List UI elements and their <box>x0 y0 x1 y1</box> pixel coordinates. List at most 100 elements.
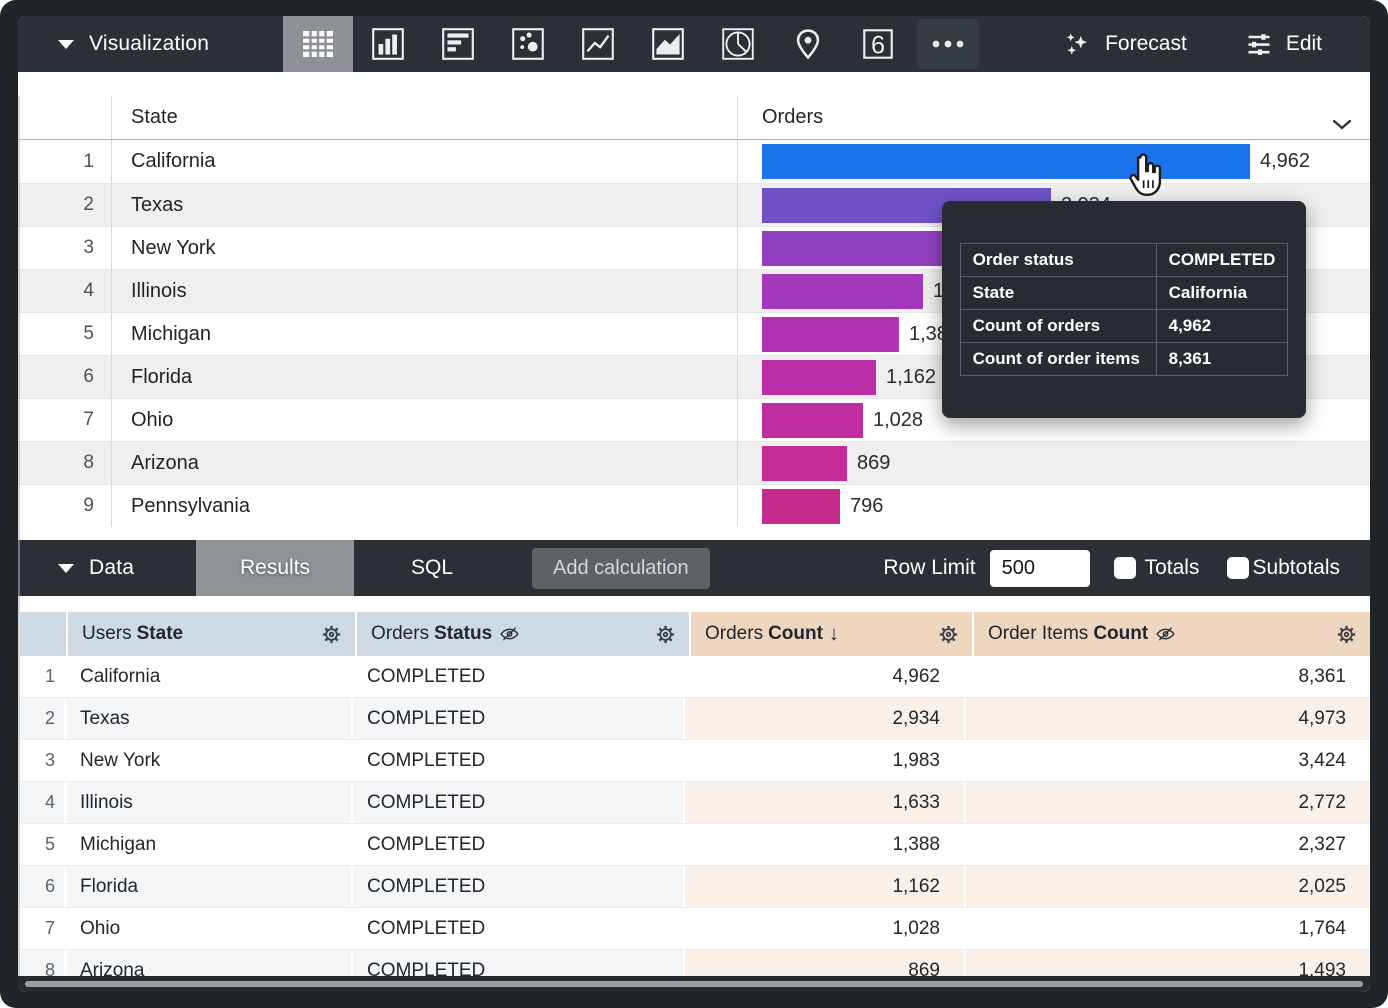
edit-label: Edit <box>1285 32 1322 55</box>
status-cell[interactable]: COMPLETED <box>353 740 685 781</box>
status-cell[interactable]: COMPLETED <box>353 698 685 739</box>
state-cell[interactable]: Illinois <box>66 782 353 823</box>
header-orders-status[interactable]: Orders Status <box>357 612 689 656</box>
bar-value-label: 4,962 <box>1260 150 1311 172</box>
vis-type-table-button[interactable] <box>283 16 353 72</box>
orders-count-cell[interactable]: 1,028 <box>685 908 966 949</box>
orders-bar[interactable] <box>762 359 876 395</box>
column-chart-icon <box>369 25 407 63</box>
order-items-count-cell[interactable]: 2,772 <box>966 782 1370 823</box>
status-cell[interactable]: COMPLETED <box>353 782 685 823</box>
visualization-section-toggle[interactable]: Visualization <box>18 32 283 56</box>
status-cell[interactable]: COMPLETED <box>353 656 685 697</box>
orders-bar-cell: 1,028 <box>738 399 1370 441</box>
gear-icon[interactable] <box>1335 623 1358 646</box>
status-cell[interactable]: COMPLETED <box>353 908 685 949</box>
hidden-eye-icon <box>1155 625 1176 643</box>
orders-count-cell[interactable]: 1,162 <box>685 866 966 907</box>
subtotals-checkbox[interactable] <box>1227 557 1250 579</box>
vis-type-more-options-button[interactable] <box>917 19 979 69</box>
table-row: 7 Ohio COMPLETED 1,028 1,764 <box>20 908 1370 950</box>
vis-type-column-chart-button[interactable] <box>353 16 423 72</box>
state-cell: California <box>112 140 738 183</box>
order-items-count-cell[interactable]: 4,973 <box>966 698 1370 739</box>
orders-bar[interactable] <box>762 316 899 352</box>
header-field-label: Count <box>768 623 823 644</box>
header-field-label: State <box>136 623 184 644</box>
orders-bar[interactable] <box>762 144 1250 179</box>
table-row: 1 California COMPLETED 4,962 8,361 <box>20 656 1370 698</box>
row-number: 7 <box>20 908 66 949</box>
orders-bar[interactable] <box>762 488 840 524</box>
tooltip-value: COMPLETED <box>1155 243 1289 277</box>
caret-down-icon <box>58 39 74 49</box>
header-orders-count[interactable]: Orders Count ↓ <box>691 612 972 656</box>
state-cell[interactable]: Ohio <box>66 908 353 949</box>
gear-icon[interactable] <box>654 623 677 646</box>
orders-bar[interactable] <box>762 273 923 309</box>
orders-bar[interactable] <box>762 230 957 266</box>
orders-count-cell[interactable]: 4,962 <box>685 656 966 697</box>
tooltip-label: Count of orders <box>959 309 1157 343</box>
totals-label: Totals <box>1144 556 1200 579</box>
status-cell[interactable]: COMPLETED <box>353 866 685 907</box>
orders-bar[interactable] <box>762 445 847 481</box>
header-group-label: Orders <box>705 623 764 644</box>
data-section-bar: Data Results SQL Add calculation Row Lim… <box>18 540 1370 596</box>
header-group-label: Order Items <box>988 623 1089 644</box>
vis-type-area-chart-button[interactable] <box>633 16 703 72</box>
forecast-label: Forecast <box>1105 32 1187 55</box>
vis-type-single-value-button[interactable]: 6 <box>843 16 913 72</box>
gear-icon[interactable] <box>320 623 343 646</box>
edit-button[interactable]: Edit <box>1245 30 1322 58</box>
header-order-items-count[interactable]: Order Items Count <box>974 612 1370 656</box>
state-cell[interactable]: Michigan <box>66 824 353 865</box>
order-items-count-cell[interactable]: 2,025 <box>966 866 1370 907</box>
sort-desc-arrow-icon: ↓ <box>828 622 839 645</box>
vis-type-line-chart-button[interactable] <box>563 16 633 72</box>
state-cell: Florida <box>112 356 738 398</box>
row-limit-input[interactable] <box>989 549 1090 587</box>
row-number: 3 <box>20 740 66 781</box>
header-users-state[interactable]: Users State <box>68 612 355 656</box>
order-items-count-cell[interactable]: 2,327 <box>966 824 1370 865</box>
bar-tooltip: Order status COMPLETED State California Coun… <box>942 201 1306 418</box>
tooltip-value: California <box>1155 276 1289 310</box>
tab-results[interactable]: Results <box>196 540 354 596</box>
orders-count-cell[interactable]: 2,934 <box>685 698 966 739</box>
horizontal-scrollbar-thumb[interactable] <box>25 981 1363 987</box>
row-number: 4 <box>18 270 112 312</box>
state-cell[interactable]: California <box>66 656 353 697</box>
orders-count-cell[interactable]: 1,388 <box>685 824 966 865</box>
order-items-count-cell[interactable]: 1,764 <box>966 908 1370 949</box>
table-row: 3 New York COMPLETED 1,983 3,424 <box>20 740 1370 782</box>
chevron-down-icon[interactable] <box>1332 113 1352 136</box>
orders-bar[interactable] <box>762 402 863 438</box>
orders-count-cell[interactable]: 1,983 <box>685 740 966 781</box>
status-cell[interactable]: COMPLETED <box>353 824 685 865</box>
vis-type-map-button[interactable] <box>773 16 843 72</box>
orders-column-header[interactable]: Orders <box>738 96 1370 139</box>
header-field-label: Count <box>1093 623 1149 644</box>
data-section-toggle[interactable]: Data <box>18 556 196 580</box>
vis-type-bar-chart-button[interactable] <box>423 16 493 72</box>
forecast-button[interactable]: Forecast <box>1062 29 1187 59</box>
state-column-header[interactable]: State <box>112 96 738 139</box>
gear-icon[interactable] <box>937 623 960 646</box>
state-cell: Ohio <box>112 399 738 441</box>
order-items-count-cell[interactable]: 8,361 <box>966 656 1370 697</box>
area-chart-icon <box>649 25 687 63</box>
vis-type-scatter-plot-button[interactable] <box>493 16 563 72</box>
order-items-count-cell[interactable]: 3,424 <box>966 740 1370 781</box>
bar-chart-icon <box>439 25 477 63</box>
tab-sql[interactable]: SQL <box>410 556 454 579</box>
table-row: 2 Texas COMPLETED 2,934 4,973 <box>20 698 1370 740</box>
state-cell[interactable]: Florida <box>66 866 353 907</box>
state-cell[interactable]: New York <box>66 740 353 781</box>
state-cell[interactable]: Texas <box>66 698 353 739</box>
orders-count-cell[interactable]: 1,633 <box>685 782 966 823</box>
vis-type-pie-chart-button[interactable] <box>703 16 773 72</box>
totals-checkbox[interactable] <box>1113 557 1136 579</box>
viz-table-row: 7 Ohio 1,028 <box>18 398 1370 441</box>
add-calculation-button[interactable]: Add calculation <box>532 547 710 589</box>
